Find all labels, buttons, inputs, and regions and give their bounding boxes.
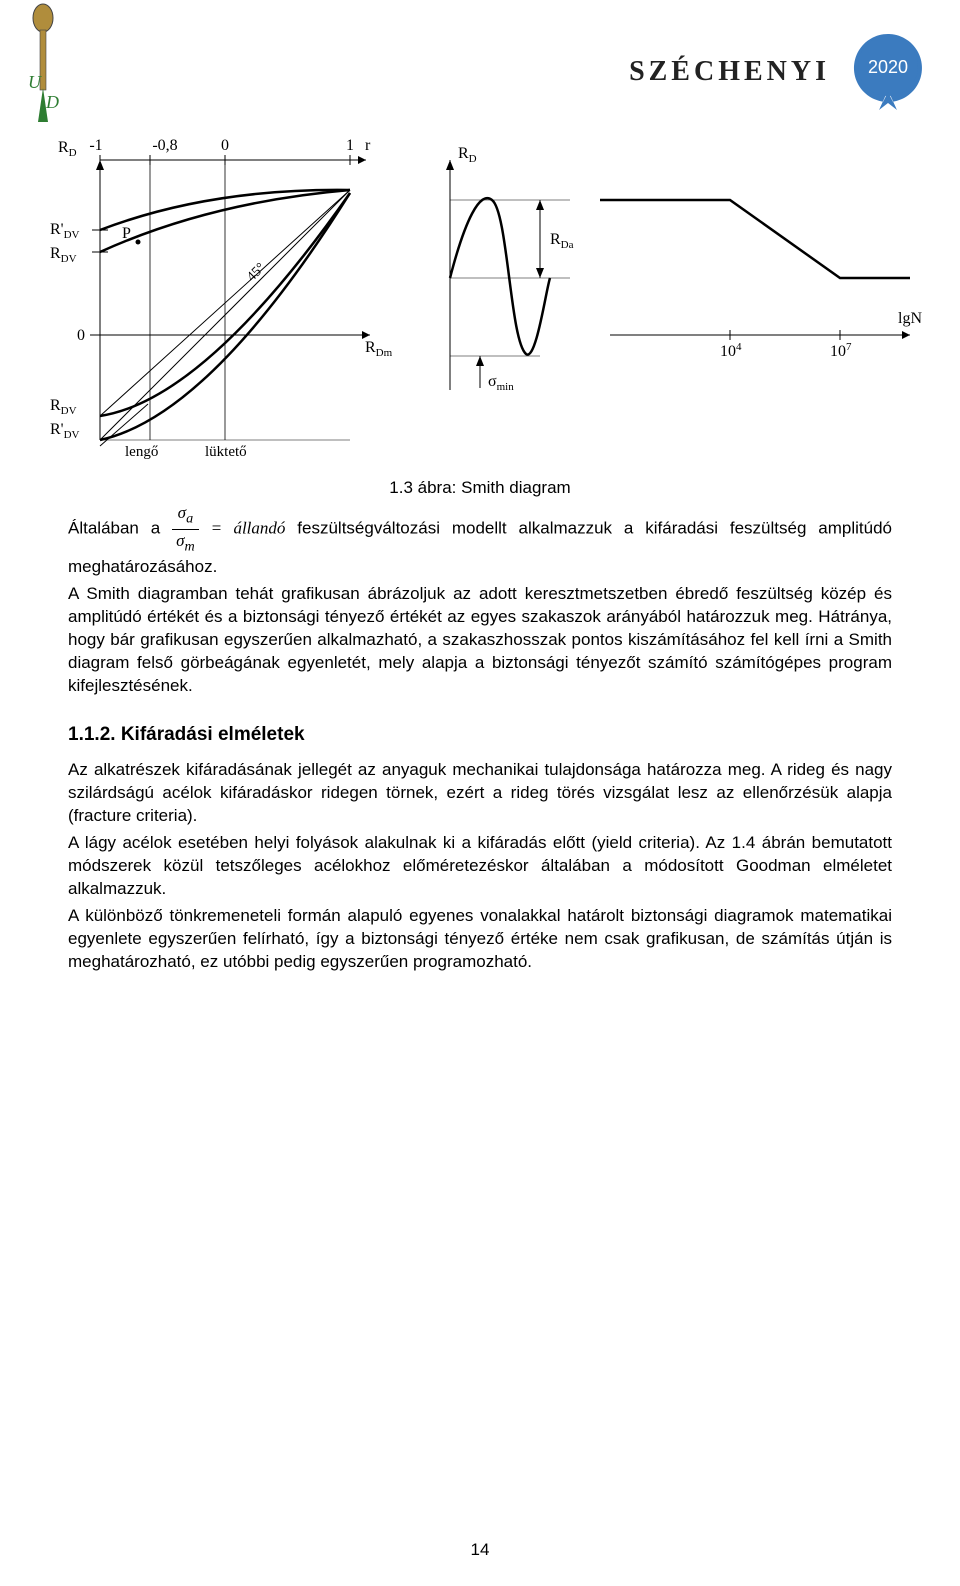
fraction: σa σm (172, 502, 199, 556)
szechenyi-text: SZÉCHENYI (629, 56, 830, 88)
page-header: U D SZÉCHENYI 2020 (0, 0, 960, 130)
label-lengo: lengő (125, 444, 158, 460)
paragraph-5: A különböző tönkremeneteli formán alapul… (68, 905, 892, 974)
p1-prefix: Általában a (68, 519, 172, 538)
page: U D SZÉCHENYI 2020 (0, 0, 960, 1586)
svg-text:U: U (28, 72, 42, 92)
szechenyi-logo: SZÉCHENYI 2020 (629, 30, 930, 114)
paragraph-3: Az alkatrészek kifáradásának jellegét az… (68, 759, 892, 828)
label-minus08: -0,8 (152, 137, 177, 154)
label-sigma-min: σmin (488, 373, 514, 393)
label-minus1: -1 (89, 137, 102, 154)
label-10-7: 107 (830, 341, 852, 360)
body-text: Általában a σa σm = állandó feszültségvá… (0, 502, 960, 974)
svg-text:D: D (45, 92, 59, 112)
szechenyi-badge-icon: 2020 (846, 30, 930, 114)
paragraph-2: A Smith diagramban tehát grafikusan ábrá… (68, 583, 892, 698)
label-lukteto: lüktető (205, 444, 247, 460)
label-45: 45° (244, 260, 268, 284)
figure-caption: 1.3 ábra: Smith diagram (0, 478, 960, 498)
label-r: r (365, 137, 371, 154)
label-RDV-low: RDV (50, 397, 77, 417)
page-number: 14 (0, 1540, 960, 1560)
university-logo: U D (18, 0, 68, 128)
label-zero: 0 (221, 137, 229, 154)
label-RDa: RDa (550, 231, 574, 251)
paragraph-4: A lágy acélok esetében helyi folyások al… (68, 832, 892, 901)
p1-mid: = állandó (211, 519, 286, 538)
label-RDm: RDm (365, 339, 393, 359)
paragraph-1: Általában a σa σm = állandó feszültségvá… (68, 502, 892, 579)
label-lgN: lgN (898, 310, 922, 327)
label-P: P (122, 225, 131, 242)
label-RD-left: RD (58, 139, 77, 159)
label-RDVprime-up: R'DV (50, 221, 80, 241)
section-heading: 1.1.2. Kifáradási elméletek (68, 722, 892, 748)
label-RDV-up: RDV (50, 245, 77, 265)
label-RDVprime-low: R'DV (50, 421, 80, 441)
label-one: 1 (346, 137, 354, 154)
szechenyi-year: 2020 (868, 57, 908, 77)
label-RD-right: RD (458, 145, 477, 165)
label-10-4: 104 (720, 341, 742, 360)
label-zero2: 0 (77, 327, 85, 344)
smith-diagram-figure: r -1 -0,8 0 1 RD 0 RDm R'DV (0, 130, 960, 470)
